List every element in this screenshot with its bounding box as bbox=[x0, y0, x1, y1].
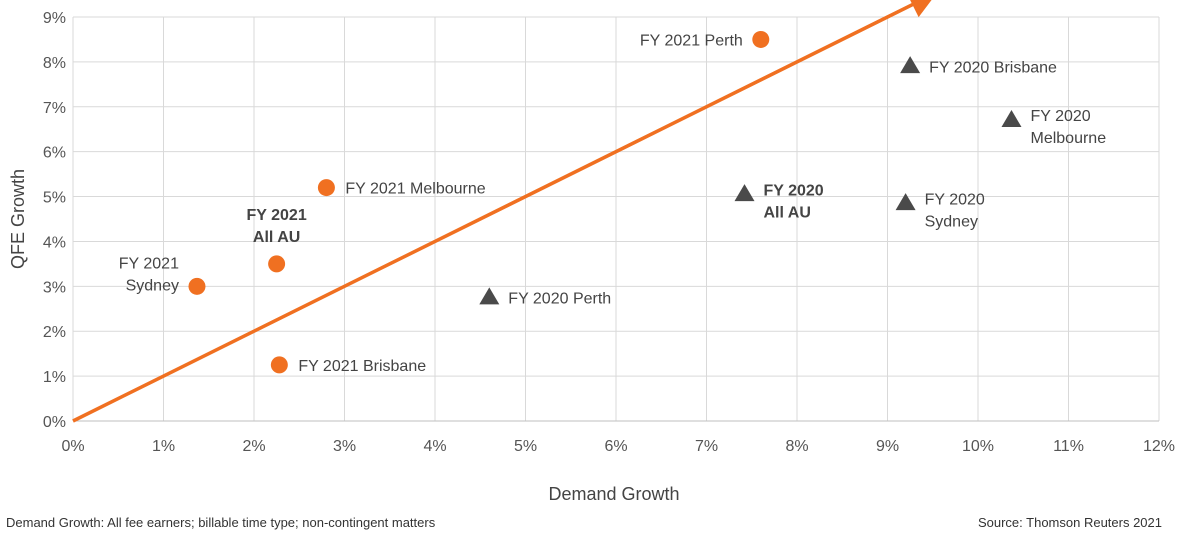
y-tick-label: 3% bbox=[43, 279, 66, 296]
point-label: FY 2020 bbox=[925, 191, 985, 208]
triangle-point bbox=[900, 56, 921, 74]
point-label: Sydney bbox=[126, 277, 179, 294]
point-label: FY 2020 Brisbane bbox=[929, 59, 1057, 76]
x-tick-label: 9% bbox=[876, 438, 899, 455]
x-tick-label: 7% bbox=[695, 438, 718, 455]
x-tick-label: 4% bbox=[423, 438, 446, 455]
circle-point bbox=[188, 277, 206, 295]
point-label: Sydney bbox=[925, 213, 978, 230]
y-tick-label: 7% bbox=[43, 100, 66, 117]
point-label: FY 2020 bbox=[764, 182, 824, 199]
data-points: FY 2021 Perth FY 2021 Melbourne FY 2021 All… bbox=[119, 30, 1106, 375]
circle-point bbox=[270, 356, 288, 374]
point-label: FY 2021 bbox=[119, 255, 179, 272]
triangle-point bbox=[734, 184, 755, 202]
x-tick-label: 11% bbox=[1053, 438, 1084, 455]
x-tick-label: 3% bbox=[333, 438, 356, 455]
grid bbox=[72, 16, 1160, 422]
x-tick-label: 2% bbox=[242, 438, 265, 455]
point-label: FY 2021 Perth bbox=[640, 32, 743, 49]
y-tick-label: 9% bbox=[43, 10, 66, 27]
y-tick-label: 4% bbox=[43, 234, 66, 251]
circle-point bbox=[752, 30, 770, 48]
triangle-point bbox=[1001, 110, 1022, 128]
y-tick-label: 0% bbox=[43, 414, 66, 431]
point-label: FY 2021 Brisbane bbox=[298, 358, 426, 375]
reference-arrow-line bbox=[72, 0, 938, 423]
x-tick-label: 6% bbox=[604, 438, 627, 455]
reference-line-layer bbox=[72, 0, 938, 423]
x-axis-title: Demand Growth bbox=[548, 484, 679, 504]
x-tick-label: 10% bbox=[962, 438, 994, 455]
footnote-demand-definition: Demand Growth: All fee earners; billable… bbox=[6, 515, 436, 530]
point-label: All AU bbox=[764, 204, 811, 221]
x-tick-label: 5% bbox=[514, 438, 537, 455]
scatter-chart: 0% 1% 2% 3% 4% 5% 6% 7% 8% 9% 10% 11% 12% 0% 1% 2% 3% 4%… bbox=[8, 0, 1175, 504]
x-tick-label: 12% bbox=[1143, 438, 1175, 455]
triangle-point bbox=[895, 193, 916, 211]
x-tick-label: 0% bbox=[61, 438, 84, 455]
y-tick-label: 8% bbox=[43, 55, 66, 72]
point-label: Melbourne bbox=[1030, 130, 1106, 147]
point-label: FY 2021 Melbourne bbox=[345, 181, 485, 198]
point-label: FY 2020 Perth bbox=[508, 291, 611, 308]
y-tick-label: 2% bbox=[43, 324, 66, 341]
circle-point bbox=[317, 179, 335, 197]
circle-point bbox=[268, 255, 286, 273]
x-tick-label: 8% bbox=[785, 438, 808, 455]
y-axis-ticks: 0% 1% 2% 3% 4% 5% 6% 7% 8% 9% bbox=[43, 10, 66, 431]
x-tick-label: 1% bbox=[152, 438, 175, 455]
x-axis-ticks: 0% 1% 2% 3% 4% 5% 6% 7% 8% 9% 10% 11% 12% bbox=[61, 438, 1175, 455]
point-label: FY 2021 bbox=[247, 207, 307, 224]
point-label: FY 2020 bbox=[1030, 108, 1090, 125]
y-axis-title: QFE Growth bbox=[8, 169, 28, 269]
triangle-point bbox=[479, 287, 500, 305]
y-tick-label: 5% bbox=[43, 190, 66, 207]
y-tick-label: 6% bbox=[43, 145, 66, 162]
y-tick-label: 1% bbox=[43, 369, 66, 386]
point-label: All AU bbox=[253, 229, 300, 246]
footnote-source: Source: Thomson Reuters 2021 bbox=[977, 515, 1162, 530]
